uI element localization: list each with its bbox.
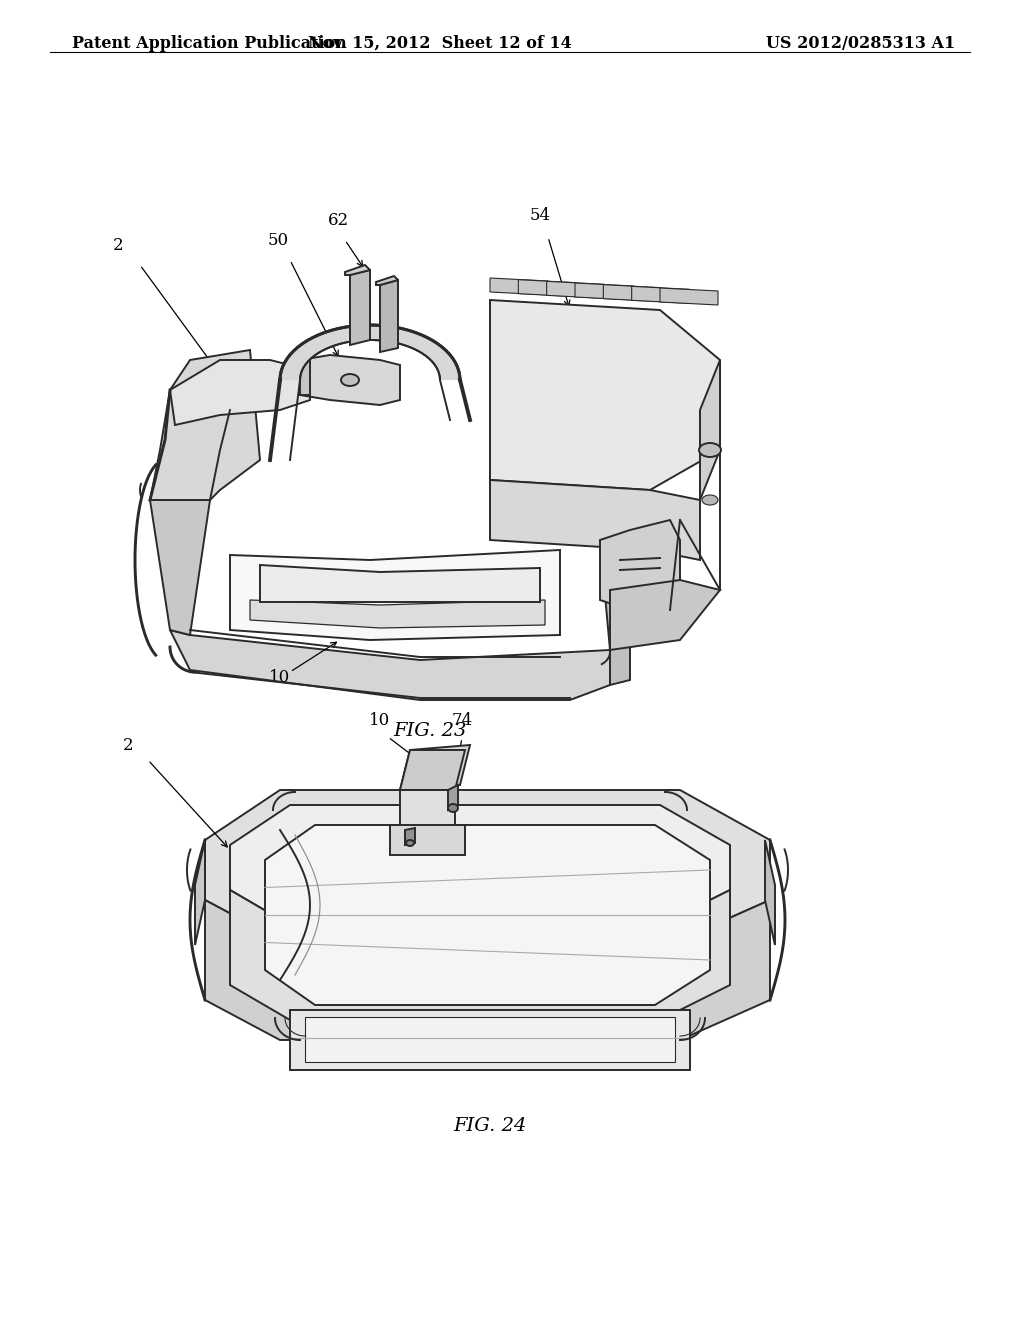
Polygon shape xyxy=(150,350,260,500)
Polygon shape xyxy=(603,285,662,302)
Text: Patent Application Publication: Patent Application Publication xyxy=(72,36,347,51)
Polygon shape xyxy=(518,280,577,297)
Text: FIG. 24: FIG. 24 xyxy=(454,1117,526,1135)
Polygon shape xyxy=(400,750,465,789)
Text: 2: 2 xyxy=(123,737,133,754)
Polygon shape xyxy=(490,300,720,490)
Polygon shape xyxy=(700,360,720,500)
Polygon shape xyxy=(400,789,455,830)
Text: 2: 2 xyxy=(113,238,123,253)
Text: 62: 62 xyxy=(328,213,348,228)
Polygon shape xyxy=(575,282,633,300)
Ellipse shape xyxy=(449,804,458,812)
Polygon shape xyxy=(205,789,770,940)
Polygon shape xyxy=(205,900,770,1040)
Text: 54: 54 xyxy=(529,207,551,224)
Text: 50: 50 xyxy=(267,232,289,249)
Polygon shape xyxy=(390,825,465,855)
Polygon shape xyxy=(305,1016,675,1063)
Polygon shape xyxy=(376,276,398,285)
Polygon shape xyxy=(345,265,370,275)
Polygon shape xyxy=(380,280,398,352)
Polygon shape xyxy=(406,828,415,845)
Text: FIG. 23: FIG. 23 xyxy=(393,722,467,741)
Polygon shape xyxy=(170,630,610,700)
Polygon shape xyxy=(150,500,210,635)
Ellipse shape xyxy=(699,444,721,457)
Polygon shape xyxy=(490,480,700,560)
Text: 74: 74 xyxy=(452,711,473,729)
Polygon shape xyxy=(547,281,604,298)
Polygon shape xyxy=(490,279,548,294)
Polygon shape xyxy=(195,840,205,945)
Ellipse shape xyxy=(406,840,414,846)
Polygon shape xyxy=(765,840,775,945)
Polygon shape xyxy=(170,360,310,425)
Text: 10: 10 xyxy=(370,711,390,729)
Text: Nov. 15, 2012  Sheet 12 of 14: Nov. 15, 2012 Sheet 12 of 14 xyxy=(308,36,571,51)
Polygon shape xyxy=(449,785,458,810)
Text: 10: 10 xyxy=(269,669,291,686)
Polygon shape xyxy=(600,531,630,685)
Polygon shape xyxy=(230,805,730,925)
Polygon shape xyxy=(350,271,370,345)
Polygon shape xyxy=(660,288,718,305)
Polygon shape xyxy=(230,890,730,1020)
Polygon shape xyxy=(300,355,400,405)
Polygon shape xyxy=(290,1010,690,1071)
Polygon shape xyxy=(265,825,710,1005)
Polygon shape xyxy=(230,550,560,640)
Polygon shape xyxy=(600,520,680,610)
Ellipse shape xyxy=(341,374,359,385)
Polygon shape xyxy=(610,579,720,649)
Text: 70: 70 xyxy=(660,498,681,513)
Polygon shape xyxy=(260,565,540,602)
Text: US 2012/0285313 A1: US 2012/0285313 A1 xyxy=(766,36,955,51)
Ellipse shape xyxy=(702,495,718,506)
Polygon shape xyxy=(400,744,470,789)
Polygon shape xyxy=(300,360,310,395)
Polygon shape xyxy=(250,601,545,628)
Polygon shape xyxy=(280,325,460,380)
Polygon shape xyxy=(632,286,690,304)
